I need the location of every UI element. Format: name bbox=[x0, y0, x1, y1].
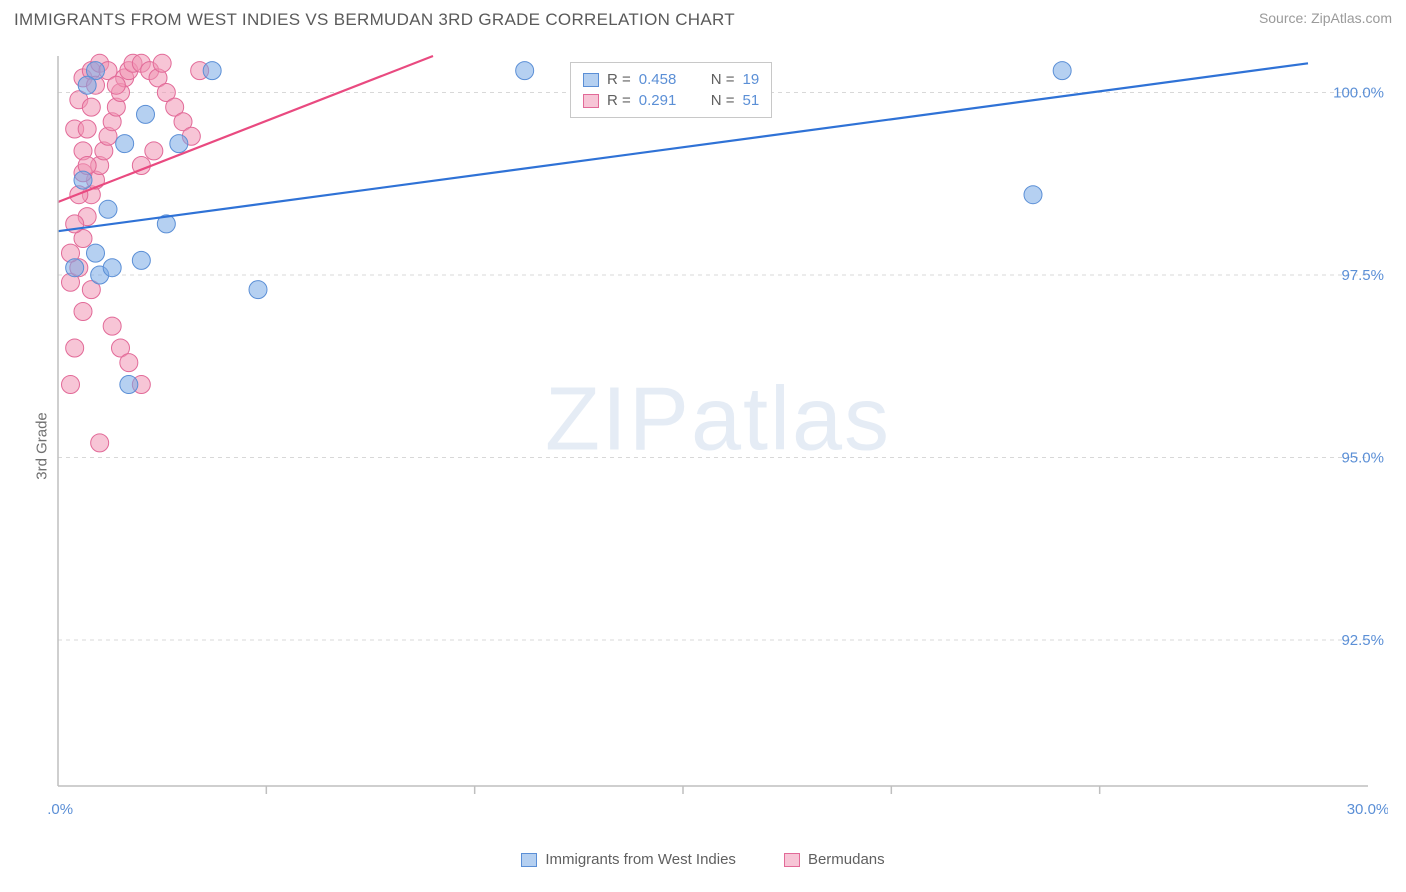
legend-swatch-pink bbox=[583, 94, 599, 108]
legend-label: Immigrants from West Indies bbox=[545, 851, 736, 868]
svg-text:92.5%: 92.5% bbox=[1341, 632, 1384, 649]
bottom-legend: Immigrants from West Indies Bermudans bbox=[0, 851, 1406, 868]
legend-item: Bermudans bbox=[784, 851, 885, 868]
stats-legend-row: R = 0.291 N = 51 bbox=[583, 90, 759, 111]
legend-label: Bermudans bbox=[808, 851, 885, 868]
legend-swatch-blue bbox=[583, 73, 599, 87]
n-value: 19 bbox=[743, 71, 760, 88]
r-value: 0.458 bbox=[639, 71, 691, 88]
header: IMMIGRANTS FROM WEST INDIES VS BERMUDAN … bbox=[14, 10, 1392, 30]
r-label: R = bbox=[607, 71, 631, 88]
stats-legend-row: R = 0.458 N = 19 bbox=[583, 69, 759, 90]
n-label: N = bbox=[711, 92, 735, 109]
svg-text:100.0%: 100.0% bbox=[1333, 85, 1384, 102]
plot-area: 92.5%95.0%97.5%100.0%0.0%30.0% ZIPatlas … bbox=[48, 46, 1388, 826]
stats-legend: R = 0.458 N = 19 R = 0.291 N = 51 bbox=[570, 62, 772, 118]
r-value: 0.291 bbox=[639, 92, 691, 109]
svg-text:30.0%: 30.0% bbox=[1347, 801, 1388, 818]
legend-swatch-blue bbox=[521, 853, 537, 867]
r-label: R = bbox=[607, 92, 631, 109]
scatter-chart: 92.5% 95.0% 97.5% 100.0% 0.0% 30.0% bbox=[48, 46, 1388, 826]
svg-text:0.0%: 0.0% bbox=[48, 801, 73, 818]
n-label: N = bbox=[711, 71, 735, 88]
legend-item: Immigrants from West Indies bbox=[521, 851, 736, 868]
svg-text:95.0%: 95.0% bbox=[1341, 450, 1384, 467]
n-value: 51 bbox=[743, 92, 760, 109]
svg-text:97.5%: 97.5% bbox=[1341, 267, 1384, 284]
source-attribution: Source: ZipAtlas.com bbox=[1259, 10, 1392, 26]
chart-title: IMMIGRANTS FROM WEST INDIES VS BERMUDAN … bbox=[14, 10, 735, 30]
legend-swatch-pink bbox=[784, 853, 800, 867]
